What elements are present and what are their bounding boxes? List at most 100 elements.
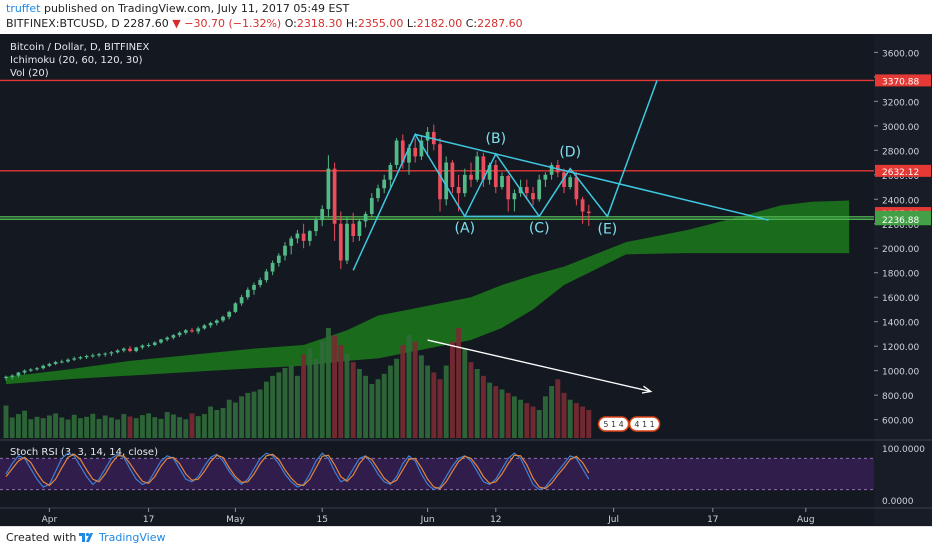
candle-body [134,347,139,352]
volume-bar [586,409,592,438]
price-axis [874,34,932,526]
candle-body [363,213,368,222]
volume-bar [3,405,9,438]
price-label-box [875,164,931,177]
candle-body [438,144,442,200]
volume-bar [251,391,257,438]
arrow-head-icon [641,385,653,394]
wave-pattern-line [352,80,658,271]
volume-bar [573,403,579,438]
candle-body [314,220,318,232]
quote-line: BITFINEX:BTCUSD, D 2287.60 ▼ −30.70 (−1.… [6,17,523,30]
stoch-legend: Stoch RSI (3, 3, 14, 14, close) [10,447,158,458]
chart-svg[interactable]: 600.00 800.00 1000.00 1200.00 1400.00 1600.00… [0,34,932,526]
candle-body [115,350,120,353]
volume-bar [449,341,455,438]
volume-bar [263,381,269,438]
volume-bar [425,365,431,438]
author-name[interactable]: truffet [6,2,41,15]
volume-bar [394,358,400,438]
y-tick-label: 3000.00 [882,123,919,133]
volume-bar [363,375,369,438]
volume-bar [356,368,362,438]
x-tick-label: Jun [420,515,435,525]
volume-bar [524,403,530,438]
candle-body [16,372,21,376]
candle-body [202,325,207,329]
candle-body [568,177,573,188]
candle-body [345,223,349,261]
volume-bar [369,384,375,438]
candle-body [357,221,362,236]
volume-bar [406,334,412,438]
candle-body [84,355,89,358]
candle-body [59,361,64,363]
candle-body [481,156,486,180]
candle-body [351,223,356,236]
candle-body [450,162,455,188]
volume-bar [127,416,133,438]
candle-body [419,140,424,157]
candle-body [487,164,492,180]
candle-body [66,359,70,362]
candle-body [382,179,387,189]
volume-bar [313,358,319,438]
candle-body [320,209,325,221]
candle-body [103,353,108,355]
candle-body [332,168,337,224]
y-tick-label: 800.00 [882,392,914,402]
wave-label: (E) [598,222,618,238]
volume-bar [418,355,424,438]
candle-body [72,358,77,360]
chart-title: Bitcoin / Dollar, D, BITFINEX [10,42,149,53]
volume-bar [542,396,548,438]
candle-body [109,352,114,354]
close-label: C: [465,17,478,30]
volume-bar [84,416,90,438]
candle-body [128,348,132,352]
volume-bar [381,373,387,438]
candle-body [221,316,225,321]
candle-body [574,177,579,200]
wave-label: (A) [455,220,476,236]
candle-body [407,147,411,163]
tradingview-brand[interactable]: TradingView [99,531,166,544]
volume-bar [40,418,46,438]
y-tick-label: 600.00 [882,417,914,427]
candle-body [28,369,33,371]
event-badge [628,416,661,432]
created-with-text: Created with [6,531,77,544]
volume-bar [170,414,176,438]
volume-bar [468,362,474,438]
candle-body [388,164,393,180]
candle-body [307,231,312,241]
volume-bar [443,365,449,438]
volume-trend-arrow [427,339,651,393]
price-label-box [875,74,931,87]
high-label: H: [345,17,358,30]
volume-bar [499,389,505,438]
published-text: published on TradingView.com, July 11, 2… [43,2,350,15]
volume-bar [146,413,152,438]
price-change: −30.70 (−1.32%) [184,17,282,30]
volume-bar [350,362,356,438]
chart-area[interactable]: 600.00 800.00 1000.00 1200.00 1400.00 1600.00… [0,34,932,526]
candle-body [22,370,27,373]
price-label: 2236.88 [882,216,919,226]
y-tick-label: 1800.00 [882,270,919,280]
candle-body [369,198,374,214]
volume-bar [152,417,158,438]
volume-bar [139,415,145,438]
volume-bar [487,382,493,438]
candle-body [512,193,517,200]
symbol-label[interactable]: BITFINEX:BTCUSD, D [6,17,120,30]
volume-bar [294,375,300,438]
footer: Created with TradingView [0,526,932,550]
y-tick-label: 2800.00 [882,147,919,157]
y-tick-label: 3200.00 [882,98,919,108]
volume-bar [133,418,139,438]
candle-body [400,140,405,163]
candle-body [121,348,126,351]
volume-bar [214,409,220,438]
candle-body [295,233,300,239]
